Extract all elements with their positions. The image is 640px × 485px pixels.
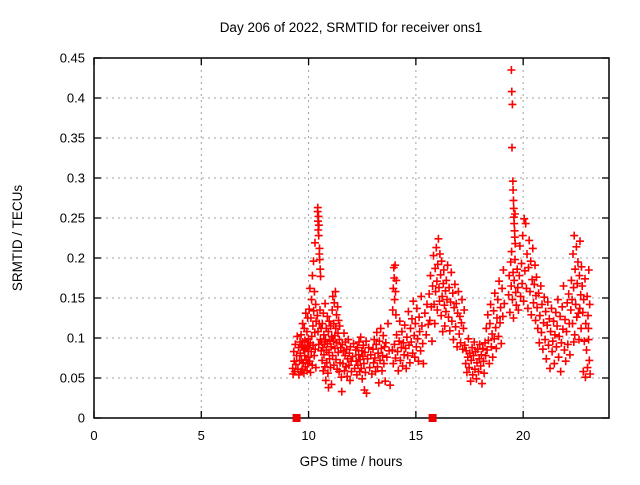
plot-border <box>93 57 610 419</box>
y-tick-label: 0.1 <box>67 331 85 346</box>
data-points <box>288 66 595 422</box>
flag-marker <box>292 414 301 422</box>
y-tick-label: 0.15 <box>60 291 85 306</box>
axis-ticks <box>93 57 609 419</box>
flag-marker <box>428 414 437 422</box>
y-tick-label: 0.4 <box>67 91 85 106</box>
x-tick-label: 10 <box>301 428 315 443</box>
y-tick-label: 0.25 <box>60 211 85 226</box>
y-tick-label: 0 <box>78 411 85 426</box>
y-tick-label: 0.2 <box>67 251 85 266</box>
y-axis-label: SRMTID / TECUs <box>10 185 25 292</box>
grid-lines <box>94 58 609 418</box>
y-tick-label: 0.35 <box>60 131 85 146</box>
y-tick-label: 0.3 <box>67 171 85 186</box>
y-tick-label: 0.05 <box>60 371 85 386</box>
x-axis-label: GPS time / hours <box>300 454 403 469</box>
x-tick-label: 15 <box>409 428 423 443</box>
data-point-marker <box>288 66 595 398</box>
chart-title: Day 206 of 2022, SRMTID for receiver ons… <box>220 20 483 35</box>
x-tick-label: 5 <box>198 428 205 443</box>
y-tick-label: 0.45 <box>60 51 85 66</box>
tick-labels: 0 5 10 15 20 0 0.05 0.1 0.15 0.2 0.25 0.3 0.35 0.4 0.4… <box>60 51 531 444</box>
x-tick-label: 20 <box>516 428 530 443</box>
x-tick-label: 0 <box>90 428 97 443</box>
